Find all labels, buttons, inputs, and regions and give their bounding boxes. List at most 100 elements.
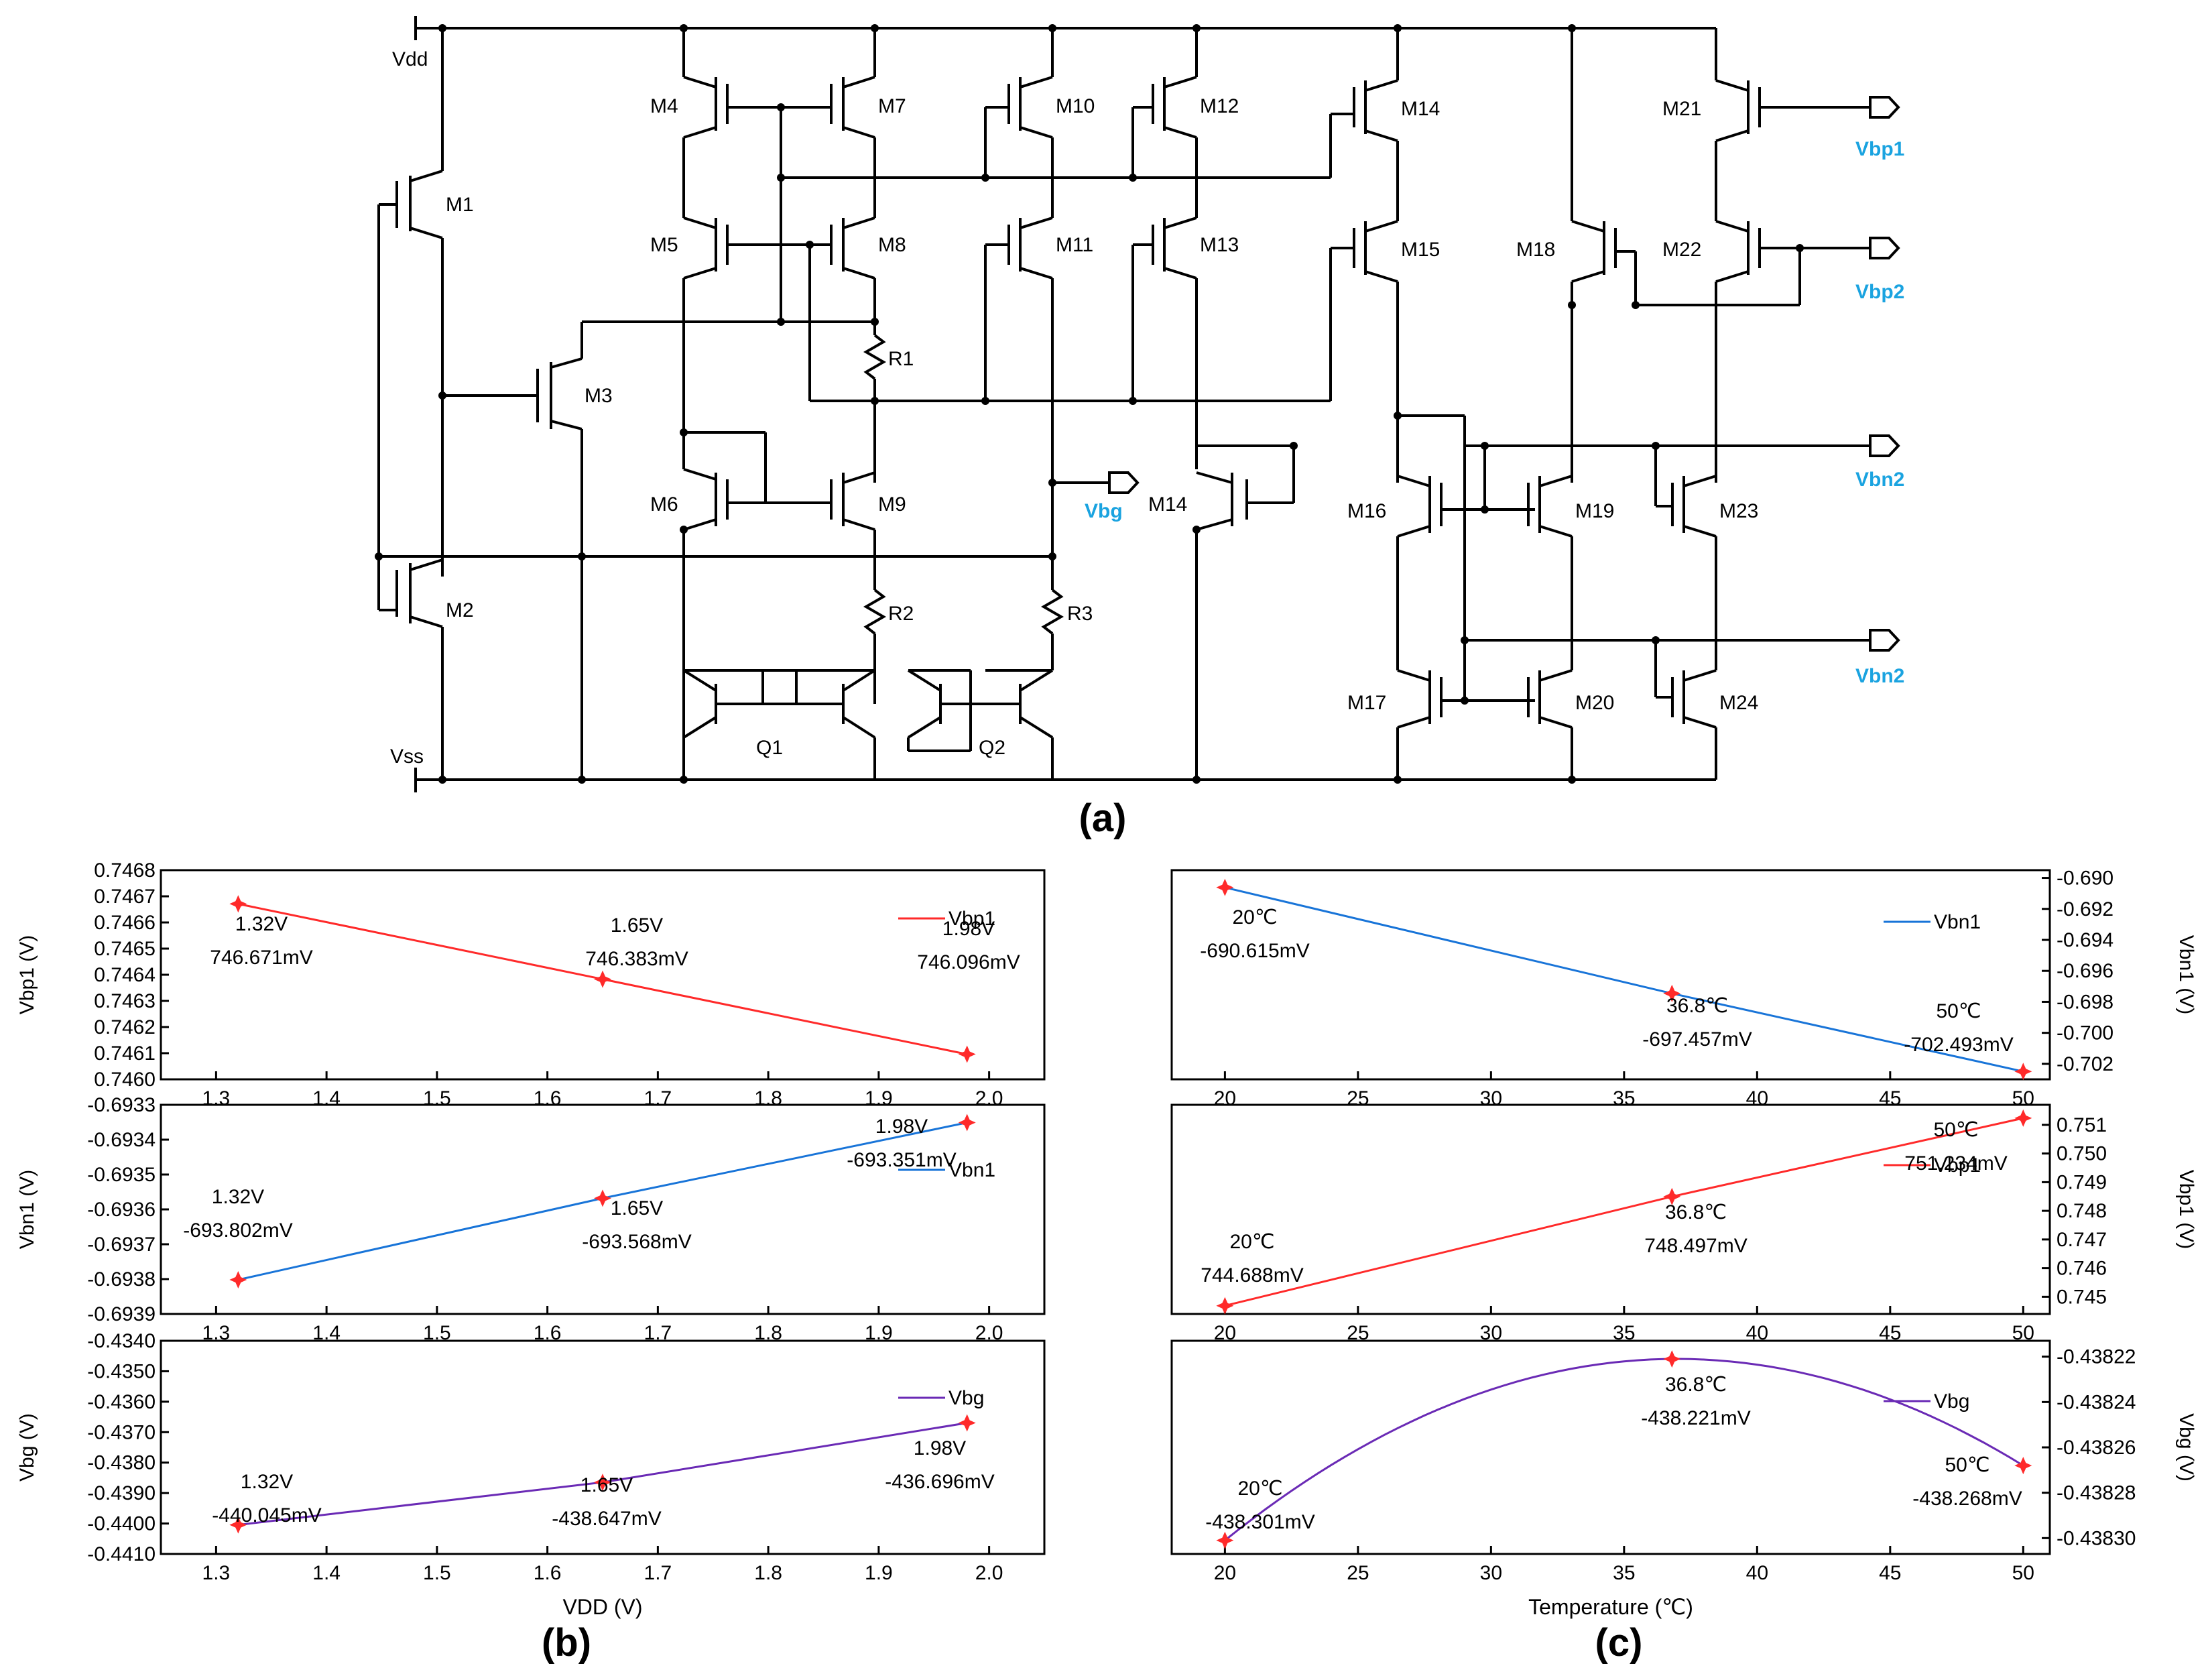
- y-tick-label: 0.7464: [94, 964, 156, 986]
- point-annotation-x: 1.65V: [611, 914, 663, 937]
- y-tick-label: 0.7461: [94, 1042, 156, 1065]
- label-m10: M10: [1056, 95, 1095, 117]
- point-annotation-value: -440.045mV: [212, 1504, 321, 1526]
- label-m9: M9: [878, 493, 906, 516]
- point-annotation-x: 50℃: [1945, 1454, 1989, 1476]
- x-tick-label: 25: [1347, 1562, 1369, 1584]
- point-annotation-x: 1.98V: [942, 918, 995, 940]
- label-m14: M14: [1401, 98, 1440, 120]
- chart-b-vbp1: 1.3 1.4 1.5 1.6 1.7 1.8 1.9 2.0 0.7460 0.7461 0.74…: [16, 859, 1046, 1109]
- y-tick-label: -0.6935: [87, 1164, 156, 1186]
- point-annotation-x: 1.98V: [875, 1116, 928, 1138]
- y-tick-label: -0.4340: [87, 1330, 156, 1352]
- output-vbn2-a: Vbn2: [1855, 469, 1904, 491]
- y-tick-label: -0.6933: [87, 1094, 156, 1116]
- point-annotation-value: -438.647mV: [552, 1508, 661, 1530]
- label-m16: M16: [1347, 500, 1386, 522]
- y-tick-label: -0.4400: [87, 1513, 156, 1535]
- point-annotation-x: 50℃: [1933, 1119, 1978, 1141]
- y-tick-label: 0.745: [2057, 1286, 2107, 1308]
- y-tick-label: -0.696: [2057, 960, 2113, 982]
- data-point: [1216, 878, 1234, 896]
- y-tick-label: -0.43826: [2057, 1437, 2136, 1459]
- label-m6: M6: [650, 493, 678, 516]
- legend-label: Vbn1: [1934, 911, 1981, 933]
- panel-label-b: (b): [542, 1621, 591, 1665]
- point-annotation-value: -693.351mV: [847, 1149, 956, 1171]
- y-tick-label: 0.746: [2057, 1258, 2107, 1280]
- x-tick-label: 45: [1879, 1562, 1901, 1584]
- x-tick-label: 40: [1746, 1087, 1768, 1109]
- series-line-vbp1: [1225, 1117, 2024, 1307]
- rail-vdd: Vdd: [392, 48, 428, 70]
- y-tick-label: -0.4380: [87, 1452, 156, 1474]
- y-tick-label: 0.751: [2057, 1114, 2107, 1136]
- x-tick-label: 2.0: [975, 1087, 1003, 1109]
- x-tick-label: 30: [1480, 1562, 1502, 1584]
- x-tick-label: 1.8: [754, 1562, 782, 1584]
- data-point: [2014, 1109, 2032, 1127]
- y-tick-label: 0.748: [2057, 1200, 2107, 1222]
- point-annotation-value: 746.671mV: [210, 947, 312, 969]
- y-tick-label: 0.7467: [94, 886, 156, 908]
- point-annotation-value: -436.696mV: [885, 1471, 994, 1493]
- label-m18: M18: [1516, 239, 1555, 261]
- point-annotation-value: 746.383mV: [585, 948, 688, 970]
- y-tick-label: -0.4360: [87, 1391, 156, 1413]
- point-annotation-x: 20℃: [1229, 1231, 1274, 1253]
- plot-frame: [1170, 1103, 2051, 1315]
- point-annotation-value: -693.802mV: [183, 1219, 292, 1242]
- x-tick-label: 50: [2012, 1087, 2034, 1109]
- x-tick-label: 45: [1879, 1087, 1901, 1109]
- rail-vss: Vss: [390, 745, 424, 768]
- x-tick-label: 35: [1613, 1087, 1635, 1109]
- y-tick-label: -0.43828: [2057, 1482, 2136, 1504]
- point-annotation-x: 1.32V: [241, 1471, 293, 1493]
- x-tick-label: 1.8: [754, 1087, 782, 1109]
- y-tick-label: -0.6938: [87, 1268, 156, 1291]
- label-m23: M23: [1719, 500, 1758, 522]
- point-annotation-value: 744.688mV: [1201, 1264, 1303, 1286]
- schematic: [377, 16, 1900, 792]
- label-m13: M13: [1200, 234, 1239, 256]
- output-vbg: Vbg: [1085, 500, 1123, 522]
- legend-label: Vbg: [948, 1387, 984, 1409]
- y-axis-label: Vbn1 (V): [16, 1170, 38, 1249]
- x-axis-label: VDD (V): [562, 1595, 642, 1619]
- label-q2: Q2: [979, 737, 1005, 759]
- x-tick-label: 35: [1613, 1562, 1635, 1584]
- label-m11: M11: [1056, 234, 1093, 256]
- x-tick-label: 2.0: [975, 1562, 1003, 1584]
- point-annotation-value: -690.615mV: [1200, 940, 1309, 962]
- y-tick-label: 0.7468: [94, 859, 156, 882]
- chart-b-vbn1: 1.3 1.4 1.5 1.6 1.7 1.8 1.9 2.0-0.6939-0.6938-0…: [16, 1094, 1046, 1344]
- y-tick-label: -0.698: [2057, 991, 2113, 1013]
- y-tick-label: 0.7465: [94, 938, 156, 960]
- data-point: [229, 895, 247, 913]
- y-tick-label: 0.7460: [94, 1069, 156, 1091]
- label-m4: M4: [650, 95, 678, 117]
- y-tick-label: -0.6936: [87, 1199, 156, 1221]
- data-point: [2014, 1457, 2032, 1475]
- x-tick-label: 1.6: [534, 1087, 562, 1109]
- chart-c-vbn1: 20 25 30 35 40 45 50 -0.690 -0.692 -0.694 -0.696 -0…: [1170, 867, 2197, 1109]
- point-annotation-value: -693.568mV: [582, 1231, 691, 1253]
- label-m8: M8: [878, 234, 906, 256]
- data-point: [958, 1045, 976, 1063]
- y-axis-label: Vbn1 (V): [2175, 935, 2197, 1014]
- y-tick-label: 0.7466: [94, 912, 156, 934]
- point-annotation-x: 36.8℃: [1665, 1374, 1727, 1396]
- data-point: [1663, 1187, 1681, 1205]
- x-tick-label: 20: [1214, 1087, 1236, 1109]
- point-annotation-x: 20℃: [1237, 1478, 1282, 1500]
- data-point: [229, 1516, 247, 1534]
- legend-label: Vbg: [1934, 1390, 1969, 1413]
- x-tick-label: 25: [1347, 1087, 1369, 1109]
- x-tick-label: 40: [1746, 1562, 1768, 1584]
- x-tick-label: 1.3: [202, 1087, 231, 1109]
- y-tick-label: 0.7463: [94, 990, 156, 1012]
- x-tick-label: 20: [1214, 1562, 1236, 1584]
- label-m17: M17: [1347, 692, 1386, 714]
- x-tick-label: 1.7: [644, 1087, 672, 1109]
- x-tick-label: 1.4: [312, 1087, 341, 1109]
